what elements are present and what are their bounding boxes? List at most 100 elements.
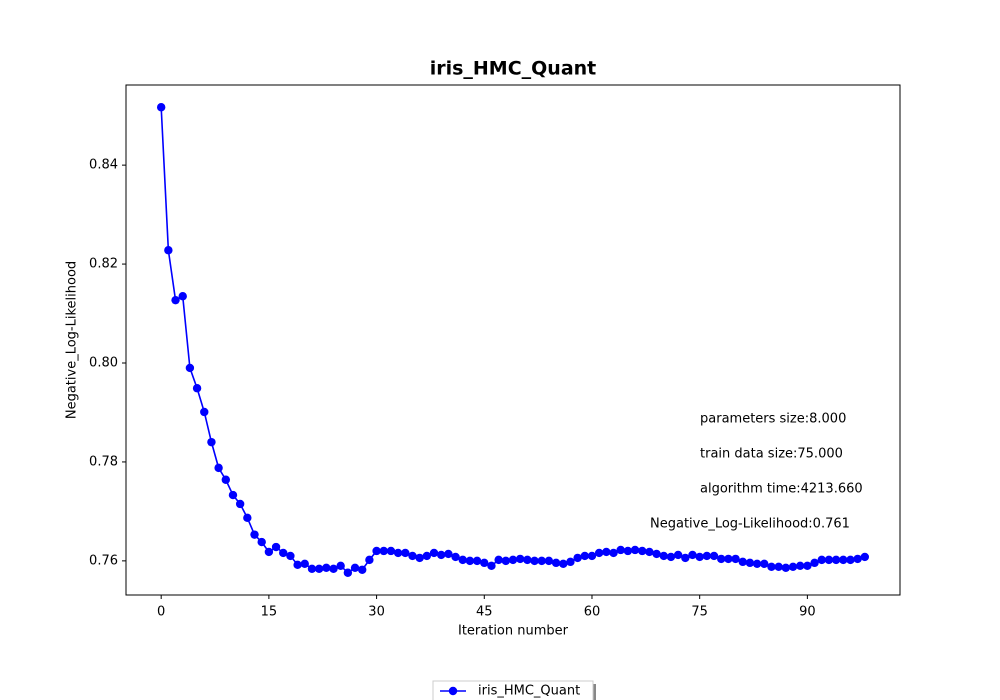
annotation: parameters size:8.000	[700, 412, 846, 427]
data-point	[760, 559, 769, 569]
x-tick-label: 30	[368, 605, 385, 620]
data-point	[465, 556, 475, 566]
y-tick-label: 0.78	[89, 454, 118, 469]
data-point	[235, 499, 245, 509]
annotation: algorithm time:4213.660	[700, 482, 863, 497]
data-point	[717, 554, 726, 564]
x-tick-label: 15	[261, 605, 278, 620]
data-point	[860, 552, 870, 562]
y-tick-label: 0.80	[89, 356, 118, 371]
data-point	[537, 556, 546, 566]
data-point	[515, 554, 525, 564]
data-point	[164, 246, 173, 255]
data-point	[630, 545, 640, 555]
data-point	[738, 557, 747, 567]
data-point	[350, 563, 360, 572]
data-point	[422, 551, 432, 561]
data-point	[379, 546, 388, 556]
data-point	[767, 562, 776, 572]
annotation: train data size:75.000	[700, 447, 843, 462]
data-point	[365, 555, 374, 565]
data-point	[185, 363, 195, 373]
data-point	[752, 559, 762, 569]
data-point	[709, 551, 719, 561]
data-point	[243, 513, 252, 523]
x-axis-label: Iteration number	[458, 624, 569, 639]
data-point	[307, 564, 317, 573]
data-point	[602, 547, 611, 557]
data-point	[393, 548, 403, 558]
data-point	[437, 550, 446, 560]
data-point	[214, 463, 223, 473]
data-point	[314, 564, 324, 573]
data-point	[580, 551, 589, 561]
annotation: Negative_Log-Likelihood:0.761	[650, 517, 850, 532]
data-point	[638, 546, 647, 556]
data-point	[271, 542, 281, 552]
data-point	[487, 561, 496, 571]
data-point	[207, 437, 216, 447]
data-point	[480, 558, 489, 568]
data-point	[343, 568, 353, 577]
data-point	[221, 475, 231, 484]
data-point	[279, 548, 288, 558]
x-tick-label: 60	[584, 605, 601, 620]
data-point	[745, 558, 755, 568]
data-point	[688, 550, 697, 560]
data-point	[551, 558, 561, 568]
x-tick-label: 75	[691, 605, 708, 620]
data-point	[494, 555, 503, 565]
data-point	[666, 552, 676, 562]
data-point	[408, 551, 417, 561]
data-point	[724, 554, 733, 564]
data-point	[156, 103, 166, 112]
data-point	[358, 565, 367, 574]
data-point	[250, 530, 259, 539]
data-point	[810, 558, 819, 568]
data-point	[695, 552, 704, 562]
data-point	[178, 292, 187, 301]
data-point	[803, 561, 812, 571]
data-point	[329, 564, 338, 573]
data-point	[228, 490, 238, 500]
legend-marker	[448, 686, 458, 696]
data-point	[839, 555, 848, 565]
data-point	[444, 549, 453, 559]
data-point	[300, 559, 309, 569]
data-point	[594, 548, 604, 558]
data-point	[451, 552, 460, 562]
data-point	[824, 555, 834, 565]
x-tick-label: 90	[799, 605, 816, 620]
data-point	[336, 561, 345, 571]
data-point	[372, 546, 381, 556]
data-point	[523, 555, 532, 565]
y-tick-label: 0.84	[89, 158, 118, 173]
data-point	[458, 555, 467, 565]
data-point	[702, 551, 712, 561]
data-point	[401, 548, 410, 558]
data-point	[200, 407, 209, 417]
data-point	[645, 547, 654, 557]
data-point	[559, 559, 568, 569]
data-point	[853, 554, 862, 564]
x-tick-label: 45	[476, 605, 493, 620]
data-point	[731, 554, 740, 564]
data-point	[415, 553, 424, 563]
data-point	[681, 553, 690, 563]
legend-label: iris_HMC_Quant	[478, 684, 580, 699]
data-point	[257, 537, 266, 547]
data-point	[573, 553, 582, 563]
data-point	[171, 295, 180, 305]
data-point	[264, 547, 274, 557]
data-point	[846, 555, 855, 565]
data-point	[508, 555, 518, 565]
data-point	[530, 556, 539, 566]
data-point	[429, 548, 439, 558]
data-point	[831, 555, 841, 565]
data-point	[616, 545, 625, 555]
data-point	[544, 556, 554, 566]
data-point	[652, 549, 661, 559]
data-point	[673, 550, 683, 560]
data-point	[293, 560, 302, 570]
